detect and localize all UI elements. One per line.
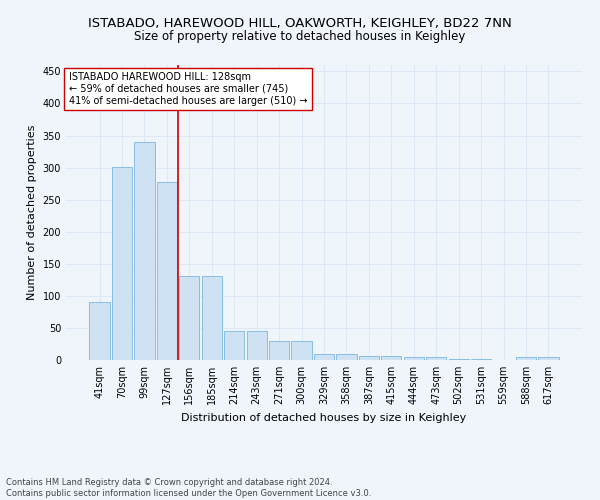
Bar	[516, 358, 536, 360]
Text: Contains HM Land Registry data © Crown copyright and database right 2024.
Contai: Contains HM Land Registry data © Crown c…	[6, 478, 371, 498]
Bar	[538, 358, 559, 360]
Bar	[224, 330, 244, 360]
Bar	[269, 341, 289, 360]
Bar	[247, 330, 267, 360]
Bar	[157, 182, 177, 360]
Bar	[89, 302, 110, 360]
Bar	[337, 354, 356, 360]
Bar	[426, 358, 446, 360]
Bar	[404, 358, 424, 360]
Bar	[179, 276, 199, 360]
Bar	[359, 356, 379, 360]
Bar	[134, 142, 155, 360]
Text: ISTABADO, HAREWOOD HILL, OAKWORTH, KEIGHLEY, BD22 7NN: ISTABADO, HAREWOOD HILL, OAKWORTH, KEIGH…	[88, 18, 512, 30]
Bar	[314, 354, 334, 360]
Text: ISTABADO HAREWOOD HILL: 128sqm
← 59% of detached houses are smaller (745)
41% of: ISTABADO HAREWOOD HILL: 128sqm ← 59% of …	[68, 72, 307, 106]
Bar	[381, 356, 401, 360]
Text: Size of property relative to detached houses in Keighley: Size of property relative to detached ho…	[134, 30, 466, 43]
X-axis label: Distribution of detached houses by size in Keighley: Distribution of detached houses by size …	[181, 412, 467, 422]
Bar	[202, 276, 222, 360]
Y-axis label: Number of detached properties: Number of detached properties	[27, 125, 37, 300]
Bar	[292, 341, 311, 360]
Bar	[112, 167, 132, 360]
